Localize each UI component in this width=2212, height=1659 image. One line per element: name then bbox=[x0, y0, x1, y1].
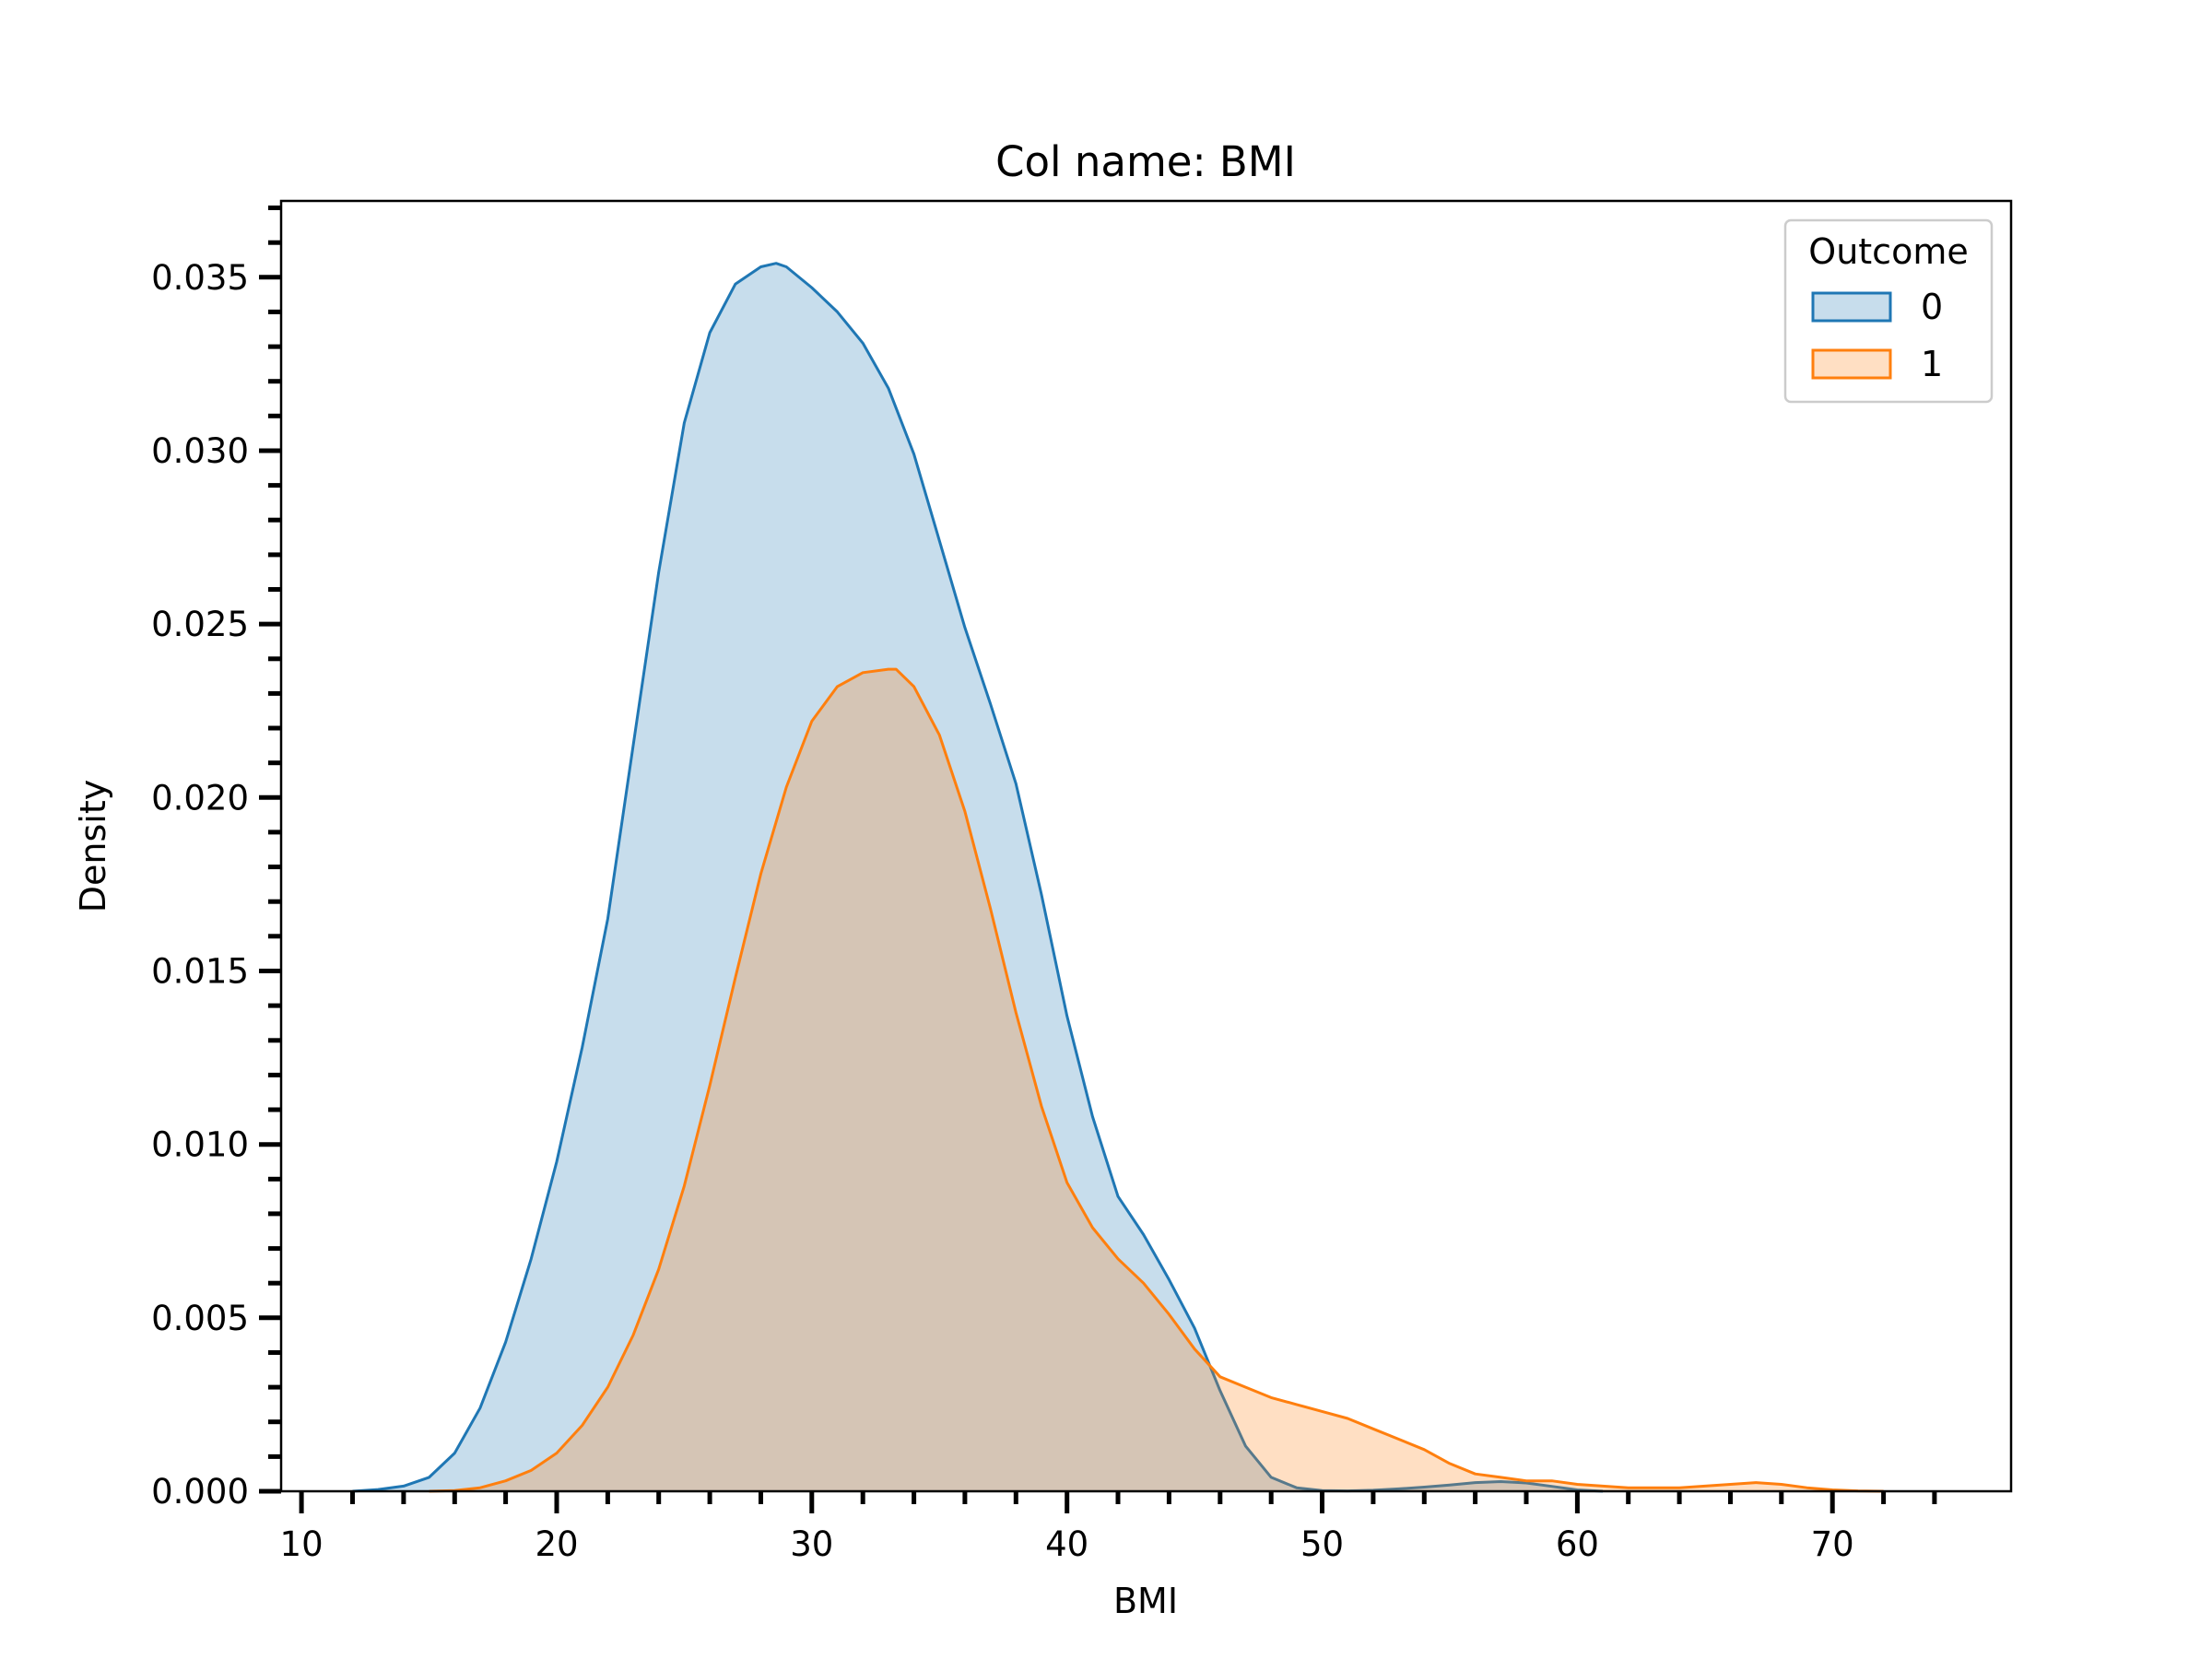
legend-title: Outcome bbox=[1808, 231, 1968, 272]
legend-entries: 01 bbox=[1811, 287, 1943, 384]
series-layer bbox=[352, 262, 1884, 1493]
y-tick-label: 0.010 bbox=[151, 1125, 249, 1165]
y-axis: 0.000 0.005 0.010 0.015 0.020 0.025 0.030 0.035 bbox=[151, 206, 281, 1512]
series-0-area bbox=[352, 263, 1604, 1492]
plot-area-frame bbox=[279, 199, 2013, 1493]
legend: Outcome 01 bbox=[1783, 218, 1994, 404]
x-tick-label: 10 bbox=[280, 1524, 324, 1564]
y-tick-label: 0.030 bbox=[151, 431, 249, 471]
legend-swatch-0 bbox=[1811, 291, 1892, 323]
x-axis-label: BMI bbox=[1113, 1581, 1178, 1621]
y-tick-label: 0.035 bbox=[151, 258, 249, 298]
x-tick-label: 40 bbox=[1045, 1524, 1088, 1564]
x-tick-label: 20 bbox=[535, 1524, 578, 1564]
x-tick-label: 30 bbox=[790, 1524, 833, 1564]
y-tick-label: 0.020 bbox=[151, 778, 249, 818]
y-tick-label: 0.000 bbox=[151, 1472, 249, 1512]
series-1-line bbox=[429, 667, 1884, 1493]
y-tick-label: 0.025 bbox=[151, 605, 249, 644]
y-axis-label: Density bbox=[73, 780, 113, 912]
x-tick-label: 70 bbox=[1811, 1524, 1854, 1564]
chart-title: Col name: BMI bbox=[995, 137, 1296, 186]
legend-label-1: 1 bbox=[1921, 344, 1943, 384]
series-0-line bbox=[352, 262, 1604, 1493]
legend-swatch-1 bbox=[1811, 348, 1892, 380]
x-tick-label: 50 bbox=[1300, 1524, 1344, 1564]
legend-box bbox=[1783, 218, 1994, 404]
x-tick-label: 60 bbox=[1556, 1524, 1599, 1564]
x-axis: 10 20 30 40 50 60 70 bbox=[280, 1491, 1937, 1564]
series-1-area bbox=[429, 669, 1884, 1491]
legend-label-0: 0 bbox=[1921, 287, 1943, 327]
y-tick-label: 0.015 bbox=[151, 952, 249, 992]
y-tick-label: 0.005 bbox=[151, 1299, 249, 1338]
